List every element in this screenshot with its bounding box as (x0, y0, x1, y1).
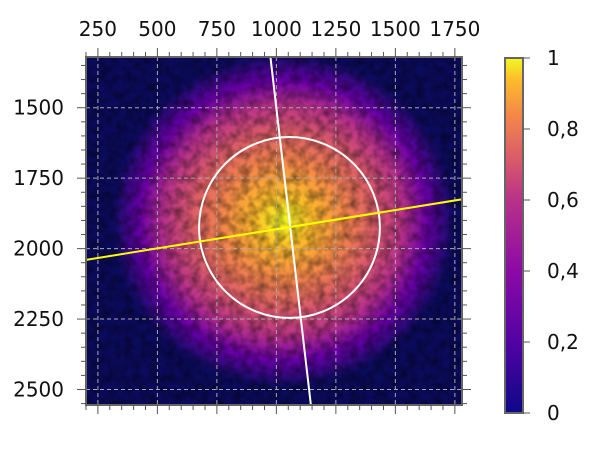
x-tick-label: 1500 (370, 17, 421, 41)
x-tick-label: 250 (79, 17, 117, 41)
axes: 250 500 750 1000 1250 1500 1750 1500 1750 2000 225… (13, 17, 480, 414)
x-tick-label: 500 (138, 17, 176, 41)
x-tick-label: 1250 (310, 17, 361, 41)
colorbar-tick-label: 0 (547, 401, 560, 425)
x-tick-label: 1000 (251, 17, 302, 41)
colorbar-tick-label: 0,4 (547, 259, 579, 283)
minor-axis-line (86, 198, 462, 261)
plot-frame (85, 56, 463, 406)
y-tick-label: 2250 (13, 307, 64, 331)
heatmap-plot (86, 57, 462, 405)
colorbar: 0 0,2 0,4 0,6 0,8 1 (504, 46, 579, 425)
colorbar-gradient (505, 58, 523, 413)
y-tick-label: 1750 (13, 166, 64, 190)
y-tick-label: 1500 (13, 96, 64, 120)
major-axis-line (269, 57, 312, 405)
colorbar-tick-label: 0,6 (547, 188, 579, 212)
plot-area (86, 57, 462, 405)
colorbar-frame (504, 57, 524, 414)
x-tick-label: 1750 (429, 17, 480, 41)
speckle-texture (86, 57, 462, 405)
colorbar-tick-label: 0,2 (547, 330, 579, 354)
colorbar-tick-label: 1 (547, 46, 560, 70)
y-tick-label: 2500 (13, 378, 64, 402)
x-tick-label: 750 (198, 17, 236, 41)
beam-circle-overlay (198, 136, 381, 319)
colorbar-tick-label: 0,8 (547, 117, 579, 141)
y-tick-label: 2000 (13, 237, 64, 261)
